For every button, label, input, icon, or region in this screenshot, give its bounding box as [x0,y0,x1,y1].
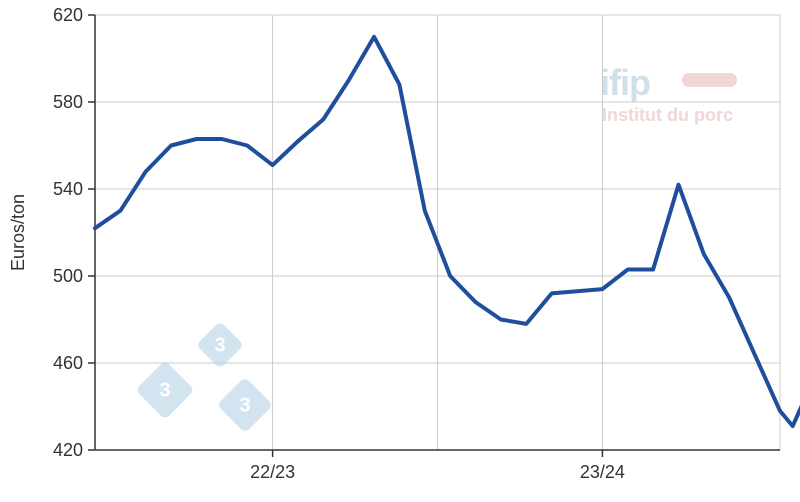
ifip-logo-bar [682,73,737,87]
ytick-label: 500 [53,266,83,286]
y-axis-label: Euros/ton [8,194,28,271]
ytick-label: 420 [53,440,83,460]
ytick-label: 620 [53,5,83,25]
watermark-diamond-text: 3 [214,334,225,356]
chart-bg [0,0,800,502]
xtick-label: 22/23 [250,462,295,482]
watermark-diamond-text: 3 [239,394,250,416]
chart-svg: 3 3 3 ifipInstitut du porc 420 460 500 540 580 62… [0,0,800,502]
ytick-label: 460 [53,353,83,373]
price-chart: 3 3 3 ifipInstitut du porc 420 460 500 540 580 62… [0,0,800,502]
ytick-label: 540 [53,179,83,199]
xtick-label: 23/24 [580,462,625,482]
watermark-diamond-text: 3 [159,379,170,401]
ifip-subtitle: Institut du porc [602,105,733,125]
ytick-label: 580 [53,92,83,112]
ifip-logo-text: ifip [600,62,650,103]
